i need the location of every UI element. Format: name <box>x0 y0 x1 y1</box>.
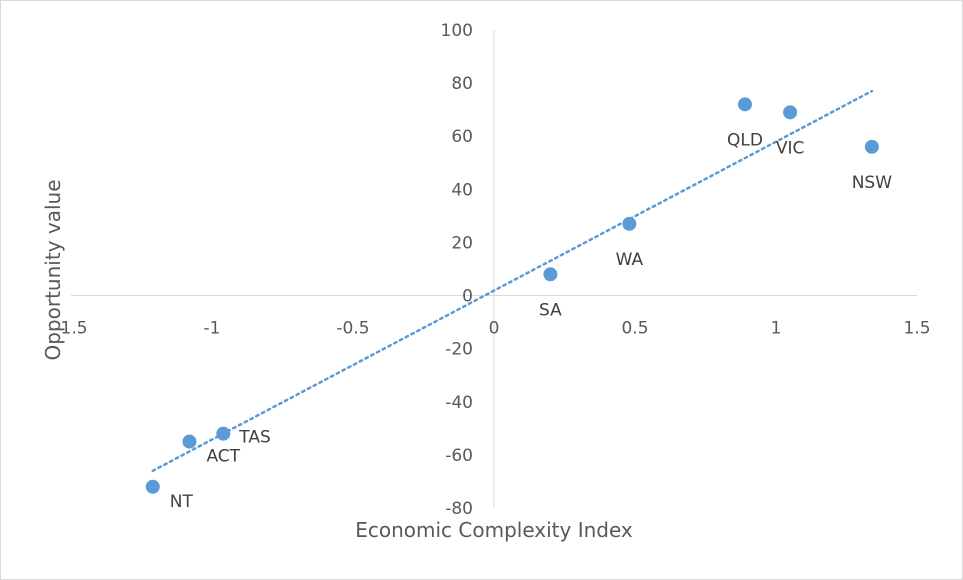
y-tick-label: 100 <box>441 21 473 41</box>
point-label: VIC <box>776 138 805 158</box>
data-point <box>864 139 879 154</box>
data-point <box>182 434 197 449</box>
x-tick-label: 1 <box>771 319 782 339</box>
point-label: SA <box>539 300 562 320</box>
x-tick-label: 1.5 <box>903 319 930 339</box>
data-point <box>543 267 558 282</box>
data-point <box>216 426 231 441</box>
trendline <box>151 89 874 473</box>
x-tick-label: 0 <box>489 319 500 339</box>
point-label: NSW <box>852 173 893 193</box>
y-tick-label: 0 <box>462 287 473 307</box>
x-tick-label: -1 <box>204 319 221 339</box>
point-label: ACT <box>206 447 240 467</box>
axes <box>71 30 917 508</box>
data-point <box>783 105 798 120</box>
trendline-group <box>151 89 874 473</box>
x-tick-label: -1.5 <box>54 319 87 339</box>
y-tick-label: -80 <box>445 499 473 519</box>
y-tick-label: -20 <box>445 340 473 360</box>
y-tick-label: -60 <box>445 446 473 466</box>
data-point <box>737 97 752 112</box>
y-tick-label: 60 <box>451 127 473 147</box>
point-label: QLD <box>727 130 763 150</box>
data-points <box>145 97 879 494</box>
data-point <box>622 216 637 231</box>
x-tick-label: -0.5 <box>336 319 369 339</box>
point-label: TAS <box>238 428 271 448</box>
y-tick-label: -40 <box>445 393 473 413</box>
point-label: NT <box>170 492 194 512</box>
x-axis-title: Economic Complexity Index <box>355 518 633 542</box>
y-axis-title: Opportunity value <box>41 179 65 360</box>
y-tick-label: 20 <box>451 233 473 253</box>
data-point <box>145 479 160 494</box>
y-tick-label: 80 <box>451 74 473 94</box>
x-tick-label: 0.5 <box>621 319 648 339</box>
point-label: WA <box>616 250 644 270</box>
y-tick-label: 40 <box>451 180 473 200</box>
tick-labels: -1.5 -1 -0.5 0 0.5 1 1.5 100 80 60 40 20 0 -20 -40 -60 -… <box>54 21 930 519</box>
